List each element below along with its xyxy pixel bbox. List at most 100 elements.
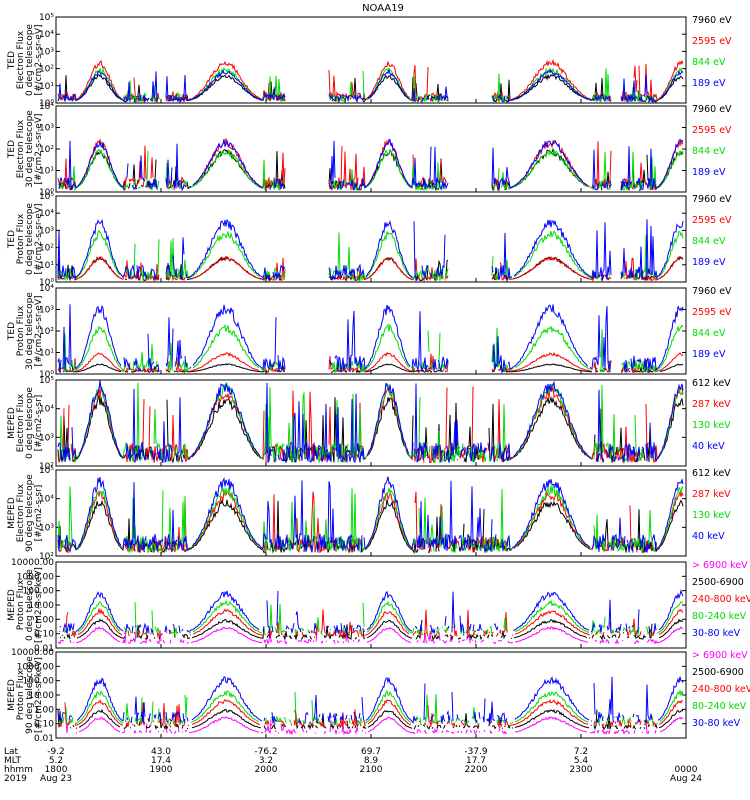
legend-entry: 2500-6900 — [692, 577, 744, 588]
ytick-label: 10² — [39, 145, 54, 155]
time-axis-row-label: MLT — [4, 756, 22, 766]
legend-entry: 30-80 keV — [692, 628, 741, 639]
panel-ylabel: TEDProton Flux30 deg telescope[#/cm2-s-s… — [7, 292, 44, 370]
ylabel-line: [#/cm2-s-sr-keV] — [34, 567, 44, 643]
ytick-label: 0.01 — [34, 644, 54, 654]
ylabel-line: 30 deg telescope — [25, 292, 35, 370]
ytick-label: 1.00 — [34, 705, 54, 715]
time-axis-mlt: 17.7 — [466, 756, 486, 766]
ytick-label: 0.01 — [34, 734, 54, 744]
ylabel-line: [#/cm2-s-sr-eV] — [34, 296, 44, 367]
ylabel-line: 0 deg telescope — [25, 24, 35, 96]
legend-entry: 844 eV — [692, 236, 726, 247]
ytick-label: 10⁴ — [39, 495, 54, 505]
ylabel-line: Electron Flux — [16, 30, 26, 89]
time-axis-hhmm: 2000 — [255, 765, 278, 775]
ylabel-line: Electron Flux — [16, 393, 26, 452]
ylabel-line: [#/cm2-s-sr] — [34, 485, 44, 542]
time-axis-hhmm: 0000 — [675, 765, 698, 775]
ytick-label: 10⁵ — [39, 466, 54, 476]
ytick-label: 0.10 — [34, 720, 54, 730]
ytick-label: 10² — [39, 244, 54, 254]
ylabel-line: TED — [7, 51, 17, 70]
ytick-label: 10³ — [39, 226, 54, 236]
ytick-label: 10¹ — [39, 82, 54, 92]
time-axis-lat: 69.7 — [361, 747, 381, 757]
ylabel-line: [#/cm2-s-sr-keV] — [34, 657, 44, 733]
panel-ylabel: TEDProton Flux0 deg telescope[#/cm2-s-sr… — [7, 203, 44, 275]
series-844-ev — [57, 229, 684, 282]
ytick-label: 1000.00 — [17, 662, 54, 672]
legend-entry: 40 keV — [692, 441, 725, 452]
time-axis-date: Aug 24 — [670, 774, 702, 784]
ylabel-line: Electron Flux — [16, 119, 26, 178]
ylabel-line: 90 deg telescope — [25, 474, 35, 552]
ylabel-line: MEPED — [7, 589, 17, 621]
ytick-label: 1.00 — [34, 615, 54, 625]
ylabel-line: Proton Flux — [16, 213, 26, 264]
panel-4: TEDProton Flux30 deg telescope[#/cm2-s-s… — [7, 284, 732, 380]
ytick-label: 10⁰ — [39, 99, 54, 109]
legend-entry: > 6900 keV — [692, 650, 748, 661]
legend-entry: 287 keV — [692, 399, 731, 410]
time-axis-row-label: hhmm — [4, 765, 33, 775]
ytick-label: 10¹ — [39, 167, 54, 177]
legend-entry: 240-800 keV — [692, 684, 750, 695]
ytick-label: 1000.00 — [17, 572, 54, 582]
legend-entry: 287 keV — [692, 489, 731, 500]
time-axis-mlt: 8.9 — [364, 756, 379, 766]
legend-entry: > 6900 keV — [692, 560, 748, 571]
ytick-label: 10⁴ — [39, 405, 54, 415]
ytick-label: 10¹ — [39, 349, 54, 359]
ytick-label: 0.10 — [34, 630, 54, 640]
ylabel-line: TED — [7, 322, 17, 341]
series-40-kev — [57, 380, 684, 464]
ytick-label: 10.00 — [28, 601, 54, 611]
ylabel-line: TED — [7, 140, 17, 159]
legend-entry: 30-80 keV — [692, 718, 741, 729]
ylabel-line: TED — [7, 230, 17, 249]
time-axis-hhmm: 1800 — [45, 765, 68, 775]
legend-entry: 189 eV — [692, 167, 726, 178]
series-189-ev — [57, 218, 684, 282]
panel-8: MEPEDProton Flux90 deg telescope[#/cm2-s… — [7, 648, 750, 744]
time-axis-row-label: 2019 — [4, 774, 27, 784]
time-axis-mlt: 17.4 — [151, 756, 171, 766]
legend-entry: 2595 eV — [692, 125, 732, 136]
ylabel-line: 0 deg telescope — [25, 569, 35, 641]
ytick-label: 10⁴ — [39, 284, 54, 294]
panel-ylabel: TEDElectron Flux0 deg telescope[#/cm2-s-… — [7, 24, 44, 96]
ylabel-line: [#/cm2-s-sr-eV] — [34, 204, 44, 275]
panel-2: TEDElectron Flux30 deg telescope[#/cm2-s… — [7, 102, 732, 198]
legend-entry: 7960 eV — [692, 286, 732, 297]
ytick-label: 10000.00 — [11, 648, 54, 658]
time-axis-lat: -76.2 — [254, 747, 277, 757]
ytick-label: 10¹ — [39, 261, 54, 271]
time-axis-mlt: 3.2 — [259, 756, 273, 766]
series--6900-kev — [65, 716, 684, 736]
series-189-ev — [58, 138, 684, 192]
legend-entry: 844 eV — [692, 146, 726, 157]
legend-entry: 7960 eV — [692, 104, 732, 115]
ylabel-line: 0 deg telescope — [25, 387, 35, 459]
legend-entry: 844 eV — [692, 328, 726, 339]
legend-entry: 240-800 keV — [692, 594, 750, 605]
time-axis-row-label: Lat — [4, 747, 19, 757]
legend-entry: 189 eV — [692, 257, 726, 268]
legend-entry: 2595 eV — [692, 36, 732, 47]
time-axis-hhmm: 2100 — [360, 765, 383, 775]
ytick-label: 10.00 — [28, 691, 54, 701]
ytick-label: 10² — [39, 552, 54, 562]
time-axis-hhmm: 2200 — [465, 765, 488, 775]
legend-entry: 80-240 keV — [692, 611, 747, 622]
ytick-label: 10³ — [39, 47, 54, 57]
time-axis-hhmm: 2300 — [570, 765, 593, 775]
ylabel-line: [#/cm2-s-sr-eV] — [34, 25, 44, 96]
ylabel-line: [#/cm2-s-sr-eV] — [34, 114, 44, 185]
time-axis-date: Aug 23 — [40, 774, 72, 784]
ylabel-line: Proton Flux — [16, 305, 26, 356]
panels-group: TEDElectron Flux0 deg telescope[#/cm2-s-… — [7, 13, 750, 744]
ylabel-line: MEPED — [7, 407, 17, 439]
time-axis-mlt: 5.4 — [574, 756, 589, 766]
